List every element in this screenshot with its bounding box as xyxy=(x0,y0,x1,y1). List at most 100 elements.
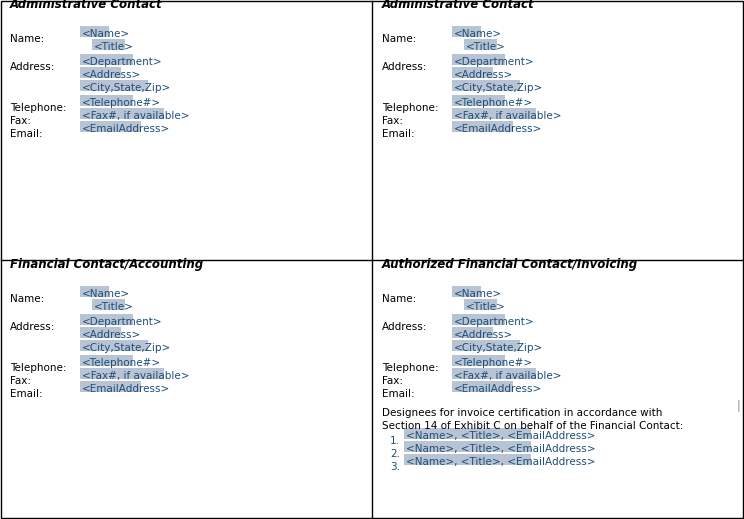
Text: <Address>: <Address> xyxy=(454,70,513,80)
Text: <City,State,Zip>: <City,State,Zip> xyxy=(82,83,171,93)
Text: <Address>: <Address> xyxy=(82,70,141,80)
Text: Fax:: Fax: xyxy=(382,376,403,386)
Text: │: │ xyxy=(735,399,741,411)
Text: <Title>: <Title> xyxy=(94,42,134,52)
Bar xyxy=(80,80,148,91)
Bar xyxy=(80,368,164,379)
Text: Address:: Address: xyxy=(382,62,427,72)
Bar xyxy=(452,67,493,78)
Bar xyxy=(80,121,141,132)
Text: <Department>: <Department> xyxy=(82,57,163,67)
Text: Telephone:: Telephone: xyxy=(382,103,438,113)
Text: <Telephone#>: <Telephone#> xyxy=(454,358,533,368)
Text: Designees for invoice certification in accordance with: Designees for invoice certification in a… xyxy=(382,408,662,418)
Bar xyxy=(80,340,148,351)
Text: <Name>, <Title>, <EmailAddress>: <Name>, <Title>, <EmailAddress> xyxy=(406,457,595,467)
Text: Section 14 of Exhibit C on behalf of the Financial Contact:: Section 14 of Exhibit C on behalf of the… xyxy=(382,421,684,431)
Text: <Telephone#>: <Telephone#> xyxy=(454,98,533,108)
Bar xyxy=(452,314,504,325)
Text: <EmailAddress>: <EmailAddress> xyxy=(454,124,542,134)
Bar xyxy=(92,299,125,310)
Bar xyxy=(92,39,125,50)
Bar xyxy=(80,67,121,78)
Bar xyxy=(80,108,164,119)
Bar xyxy=(80,327,121,338)
Bar xyxy=(452,26,481,37)
Text: <Fax#, if available>: <Fax#, if available> xyxy=(454,371,562,381)
Bar xyxy=(404,441,531,452)
Bar xyxy=(464,39,497,50)
Text: Email:: Email: xyxy=(10,389,42,399)
Bar xyxy=(452,355,504,366)
Text: <Name>: <Name> xyxy=(82,289,130,299)
Text: <Name>: <Name> xyxy=(454,289,502,299)
Text: <Name>, <Title>, <EmailAddress>: <Name>, <Title>, <EmailAddress> xyxy=(406,444,595,454)
Text: <EmailAddress>: <EmailAddress> xyxy=(82,124,170,134)
Text: Fax:: Fax: xyxy=(10,376,31,386)
Text: <Address>: <Address> xyxy=(82,330,141,340)
Text: Financial Contact/Accounting: Financial Contact/Accounting xyxy=(10,258,203,271)
Bar xyxy=(452,286,481,297)
Text: <Fax#, if available>: <Fax#, if available> xyxy=(82,111,190,121)
Bar xyxy=(452,327,493,338)
Text: Telephone:: Telephone: xyxy=(382,363,438,373)
Text: <Department>: <Department> xyxy=(82,317,163,327)
Text: <City,State,Zip>: <City,State,Zip> xyxy=(454,343,543,353)
Bar xyxy=(452,95,504,106)
Text: <Department>: <Department> xyxy=(454,57,535,67)
Text: <Department>: <Department> xyxy=(454,317,535,327)
Text: <Name>: <Name> xyxy=(82,29,130,39)
Text: Fax:: Fax: xyxy=(382,116,403,126)
Bar xyxy=(452,108,536,119)
Bar xyxy=(80,26,109,37)
Bar xyxy=(80,286,109,297)
Text: <Name>: <Name> xyxy=(454,29,502,39)
Bar xyxy=(80,54,132,65)
Text: Address:: Address: xyxy=(10,62,55,72)
Text: Telephone:: Telephone: xyxy=(10,363,66,373)
Bar xyxy=(464,299,497,310)
Bar xyxy=(452,340,520,351)
Bar xyxy=(452,54,504,65)
Text: Administrative Contact: Administrative Contact xyxy=(10,0,163,11)
Text: Administrative Contact: Administrative Contact xyxy=(382,0,535,11)
Text: <Address>: <Address> xyxy=(454,330,513,340)
Text: <Fax#, if available>: <Fax#, if available> xyxy=(454,111,562,121)
Text: 3.: 3. xyxy=(390,462,400,472)
Bar xyxy=(452,368,536,379)
Bar xyxy=(452,80,520,91)
Text: Email:: Email: xyxy=(382,129,414,139)
Text: Address:: Address: xyxy=(10,322,55,332)
Text: <EmailAddress>: <EmailAddress> xyxy=(454,384,542,394)
Text: Name:: Name: xyxy=(382,294,416,304)
Text: Address:: Address: xyxy=(382,322,427,332)
Bar xyxy=(404,428,531,439)
Text: Authorized Financial Contact/Invoicing: Authorized Financial Contact/Invoicing xyxy=(382,258,638,271)
Text: <EmailAddress>: <EmailAddress> xyxy=(82,384,170,394)
Text: <Title>: <Title> xyxy=(94,302,134,312)
Bar xyxy=(80,355,132,366)
Text: Name:: Name: xyxy=(10,34,44,44)
Bar xyxy=(404,454,531,465)
Bar xyxy=(80,95,132,106)
Bar xyxy=(452,381,513,392)
Bar xyxy=(80,381,141,392)
Bar xyxy=(452,121,513,132)
Text: 2.: 2. xyxy=(390,449,400,459)
Text: <Title>: <Title> xyxy=(466,302,506,312)
Text: <Telephone#>: <Telephone#> xyxy=(82,98,161,108)
Text: <City,State,Zip>: <City,State,Zip> xyxy=(82,343,171,353)
Text: Fax:: Fax: xyxy=(10,116,31,126)
Text: <City,State,Zip>: <City,State,Zip> xyxy=(454,83,543,93)
Text: Name:: Name: xyxy=(10,294,44,304)
Text: <Name>, <Title>, <EmailAddress>: <Name>, <Title>, <EmailAddress> xyxy=(406,431,595,441)
Text: Name:: Name: xyxy=(382,34,416,44)
Text: Email:: Email: xyxy=(382,389,414,399)
Text: <Telephone#>: <Telephone#> xyxy=(82,358,161,368)
Text: Telephone:: Telephone: xyxy=(10,103,66,113)
Text: 1.: 1. xyxy=(390,436,400,446)
Text: Email:: Email: xyxy=(10,129,42,139)
Bar xyxy=(80,314,132,325)
Text: <Title>: <Title> xyxy=(466,42,506,52)
Text: <Fax#, if available>: <Fax#, if available> xyxy=(82,371,190,381)
